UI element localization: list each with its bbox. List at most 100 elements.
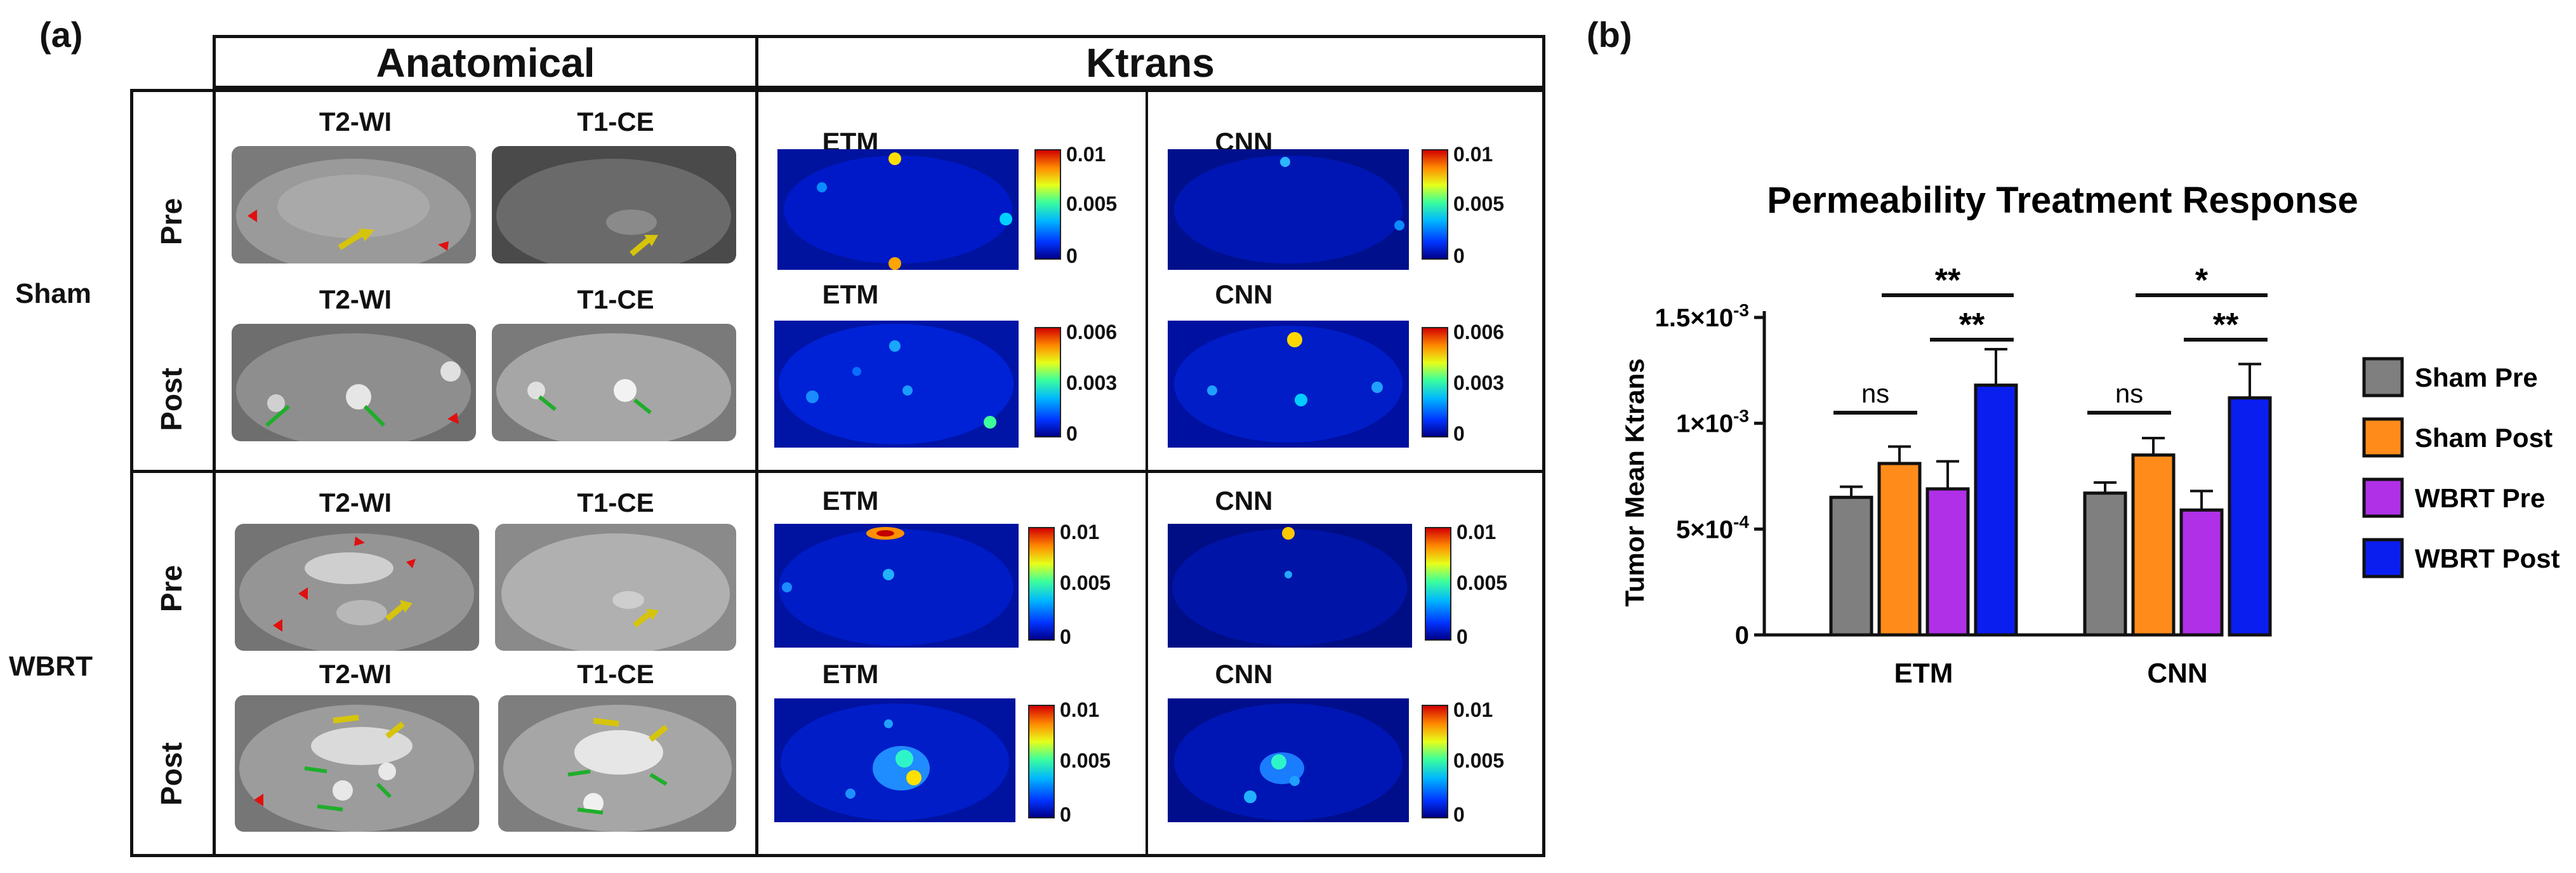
timepoint-label: Post [155, 368, 188, 431]
ktrans-map-image [777, 149, 1019, 270]
y-axis-label: Tumor Mean Ktrans [1620, 358, 1649, 606]
bar [1925, 487, 1970, 637]
significance-label: ns [2115, 378, 2143, 408]
map-label: CNN [1215, 279, 1273, 309]
colorbar-max: 0.01 [1060, 521, 1100, 543]
header-ktrans: Ktrans [1086, 40, 1215, 86]
t1-mri-image [498, 695, 736, 832]
group-label-wbrt: WBRT [9, 651, 93, 682]
ktrans-map-image [1168, 149, 1409, 270]
panel-a-label: (a) [39, 15, 83, 55]
legend-label: Sham Post [2415, 423, 2553, 453]
timepoint-label: Pre [155, 564, 188, 613]
colorbar-mid: 0.005 [1060, 571, 1111, 594]
t1-mri-image [495, 524, 736, 651]
colorbar-max: 0.01 [1453, 143, 1493, 166]
x-tick-label: CNN [2147, 658, 2207, 689]
map-label: ETM [822, 659, 879, 689]
colorbar-mid: 0.005 [1066, 192, 1118, 215]
t2-mri-image [232, 324, 476, 441]
colorbar-max: 0.01 [1456, 521, 1496, 543]
colorbar [1028, 705, 1055, 818]
grid-line [755, 35, 758, 857]
map-label: ETM [822, 486, 879, 516]
colorbar [1425, 527, 1451, 641]
colorbar-max: 0.01 [1453, 698, 1493, 721]
bar-chart: Permeability Treatment Response Tumor Me… [1620, 180, 2560, 689]
colorbar-max: 0.01 [1060, 698, 1100, 721]
header-anatomical: Anatomical [376, 40, 595, 86]
ktrans-map-image [774, 524, 1019, 648]
colorbar-min: 0 [1066, 244, 1078, 267]
colorbar-max: 0.006 [1453, 321, 1505, 343]
colorbar [1422, 327, 1448, 437]
colorbar-max: 0.01 [1066, 143, 1106, 166]
ktrans-map-image [774, 698, 1015, 822]
timepoint-label: Post [155, 742, 188, 806]
timepoint-label: Pre [155, 197, 188, 246]
significance-label: ** [1935, 262, 1961, 299]
colorbar-mid: 0.005 [1456, 571, 1508, 594]
sequence-label: T2-WI [319, 659, 392, 689]
bar [2179, 508, 2224, 637]
grid-line [213, 35, 216, 857]
grid-line [213, 35, 1545, 38]
sequence-label: T1-CE [577, 488, 654, 517]
colorbar-min: 0 [1453, 244, 1465, 267]
significance-label: ns [1861, 378, 1889, 408]
grid-line [1146, 89, 1148, 857]
bar [1974, 383, 2018, 637]
colorbar [1028, 527, 1055, 641]
significance-annotations: ns****ns*** [1833, 262, 2268, 415]
grid-line [130, 89, 1545, 92]
bar [1829, 495, 1873, 637]
group-label-sham: Sham [15, 278, 91, 309]
colorbar-min: 0 [1453, 803, 1465, 826]
bar [1877, 462, 1922, 637]
legend-label: WBRT Post [2415, 543, 2560, 573]
colorbar-mid: 0.003 [1453, 371, 1505, 394]
significance-label: ** [2213, 307, 2239, 343]
colorbar-min: 0 [1066, 422, 1078, 445]
y-tick-label: 1.5×10-3 [1655, 300, 1749, 332]
x-tick-label: ETM [1894, 658, 1953, 689]
bar [2083, 491, 2127, 637]
map-label: CNN [1215, 659, 1273, 689]
t2-mri-image [235, 524, 479, 651]
sequence-label: T2-WI [319, 107, 392, 137]
legend-label: WBRT Pre [2415, 483, 2545, 513]
colorbar-mid: 0.003 [1066, 371, 1118, 394]
sequence-label: T2-WI [319, 284, 392, 314]
colorbar-max: 0.006 [1066, 321, 1118, 343]
colorbar-min: 0 [1456, 625, 1468, 648]
colorbar-mid: 0.005 [1453, 749, 1505, 772]
significance-label: ** [1959, 307, 1985, 343]
axes: 0 5×10-4 1×10-3 1.5×10-3 ETM CNN [1655, 300, 2221, 689]
t1-mri-image [492, 324, 736, 441]
ktrans-map-image [774, 321, 1019, 448]
sequence-label: T1-CE [577, 107, 654, 137]
significance-label: * [2195, 262, 2209, 299]
y-tick-label: 1×10-3 [1676, 406, 1749, 438]
map-label: CNN [1215, 486, 1273, 516]
legend: Sham Pre Sham Post WBRT Pre WBRT Post [2362, 357, 2560, 578]
colorbar-mid: 0.005 [1453, 192, 1505, 215]
colorbar [1422, 705, 1448, 818]
colorbar [1034, 149, 1061, 260]
colorbar-min: 0 [1060, 625, 1071, 648]
grid-line [130, 854, 1545, 857]
grid-line [213, 86, 1545, 89]
grid-line [1542, 35, 1545, 857]
legend-swatch [2362, 538, 2404, 578]
y-tick-label: 0 [1735, 622, 1749, 650]
legend-swatch [2362, 477, 2404, 518]
colorbar [1034, 327, 1061, 437]
ktrans-map-image [1168, 698, 1409, 822]
legend-swatch [2362, 417, 2404, 458]
sequence-label: T1-CE [577, 284, 654, 314]
y-tick-label: 5×10-4 [1676, 512, 1749, 543]
bars [1829, 348, 2272, 637]
colorbar [1422, 149, 1448, 260]
chart-title: Permeability Treatment Response [1767, 180, 2358, 221]
legend-label: Sham Pre [2415, 363, 2538, 392]
